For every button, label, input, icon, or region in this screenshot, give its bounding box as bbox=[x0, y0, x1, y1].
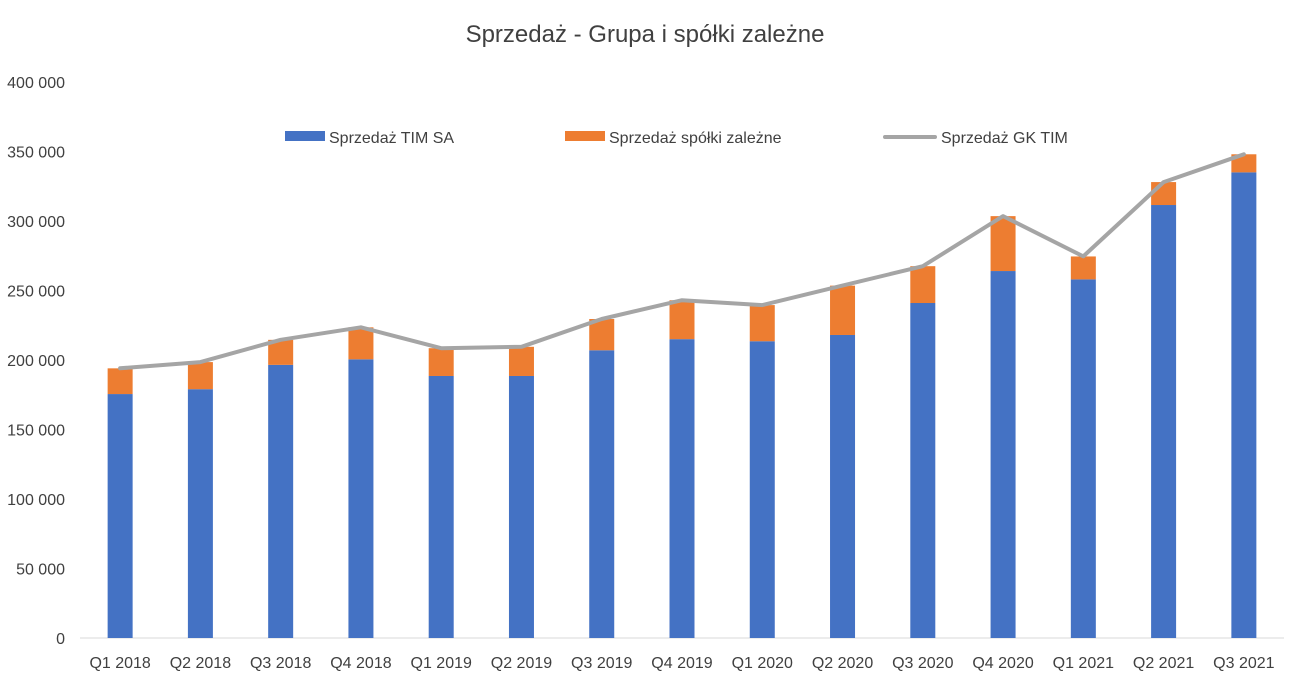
line-gk-tim bbox=[118, 152, 1246, 371]
legend-label: Sprzedaż GK TIM bbox=[941, 130, 1068, 147]
bar-spolki-zalezne bbox=[348, 327, 374, 360]
legend: Sprzedaż TIM SA Sprzedaż spółki zależne Sp… bbox=[285, 130, 1068, 147]
x-tick-label: Q1 2021 bbox=[1053, 655, 1114, 672]
bar-tim-sa bbox=[990, 271, 1016, 638]
y-tick-label: 200 000 bbox=[7, 353, 65, 370]
y-tick-label: 50 000 bbox=[16, 562, 65, 579]
bar-tim-sa bbox=[910, 303, 936, 638]
y-tick-label: 400 000 bbox=[7, 75, 65, 92]
legend-swatch bbox=[285, 131, 325, 141]
x-tick-label: Q3 2018 bbox=[250, 655, 311, 672]
x-tick-label: Q1 2019 bbox=[411, 655, 472, 672]
bar-spolki-zalezne bbox=[428, 348, 454, 376]
y-tick-label: 0 bbox=[56, 631, 65, 648]
bar-spolki-zalezne bbox=[1151, 182, 1177, 206]
bar-spolki-zalezne bbox=[910, 266, 936, 304]
y-tick-label: 350 000 bbox=[7, 145, 65, 162]
bar-series-group bbox=[107, 154, 1257, 638]
bar-tim-sa bbox=[589, 350, 615, 638]
x-tick-label: Q4 2019 bbox=[651, 655, 712, 672]
bar-tim-sa bbox=[348, 359, 374, 638]
x-tick-label: Q2 2018 bbox=[170, 655, 231, 672]
bar-spolki-zalezne bbox=[669, 300, 695, 340]
bar-tim-sa bbox=[669, 339, 695, 638]
bar-tim-sa bbox=[1231, 172, 1257, 638]
bar-spolki-zalezne bbox=[187, 362, 213, 390]
x-axis-ticks: Q1 2018 Q2 2018 Q3 2018 Q4 2018 Q1 2019 Q2 20… bbox=[89, 655, 1274, 672]
y-axis-ticks: 0 50 000 100 000 150 000 200 000 250 000 300 0… bbox=[7, 75, 65, 648]
y-tick-label: 300 000 bbox=[7, 214, 65, 231]
bar-tim-sa bbox=[107, 394, 133, 638]
legend-label: Sprzedaż spółki zależne bbox=[609, 130, 782, 147]
y-tick-label: 100 000 bbox=[7, 492, 65, 509]
bar-tim-sa bbox=[268, 364, 294, 638]
x-tick-label: Q2 2020 bbox=[812, 655, 873, 672]
legend-swatch bbox=[565, 131, 605, 141]
bar-tim-sa bbox=[1070, 279, 1096, 638]
x-tick-label: Q3 2020 bbox=[892, 655, 953, 672]
bar-spolki-zalezne bbox=[107, 368, 133, 395]
x-tick-label: Q2 2021 bbox=[1133, 655, 1194, 672]
bar-tim-sa bbox=[187, 389, 213, 638]
x-tick-label: Q4 2018 bbox=[330, 655, 391, 672]
y-tick-label: 150 000 bbox=[7, 423, 65, 440]
bar-tim-sa bbox=[1151, 205, 1177, 638]
bar-tim-sa bbox=[508, 375, 534, 638]
bar-spolki-zalezne bbox=[749, 305, 775, 342]
x-tick-label: Q3 2019 bbox=[571, 655, 632, 672]
bar-spolki-zalezne bbox=[1070, 256, 1096, 280]
bar-tim-sa bbox=[830, 334, 856, 638]
x-tick-label: Q4 2020 bbox=[972, 655, 1033, 672]
x-tick-label: Q3 2021 bbox=[1213, 655, 1274, 672]
x-tick-label: Q1 2020 bbox=[732, 655, 793, 672]
bar-tim-sa bbox=[749, 341, 775, 638]
bar-spolki-zalezne bbox=[589, 318, 615, 351]
x-tick-label: Q1 2018 bbox=[89, 655, 150, 672]
x-tick-label: Q2 2019 bbox=[491, 655, 552, 672]
legend-label: Sprzedaż TIM SA bbox=[329, 130, 454, 147]
line-series-group bbox=[118, 152, 1246, 371]
bar-spolki-zalezne bbox=[508, 346, 534, 376]
bar-spolki-zalezne bbox=[1231, 154, 1257, 173]
bar-tim-sa bbox=[428, 375, 454, 638]
bar-spolki-zalezne bbox=[990, 216, 1016, 272]
y-tick-label: 250 000 bbox=[7, 284, 65, 301]
bar-spolki-zalezne bbox=[830, 285, 856, 335]
chart-title: Sprzedaż - Grupa i spółki zależne bbox=[466, 21, 825, 48]
